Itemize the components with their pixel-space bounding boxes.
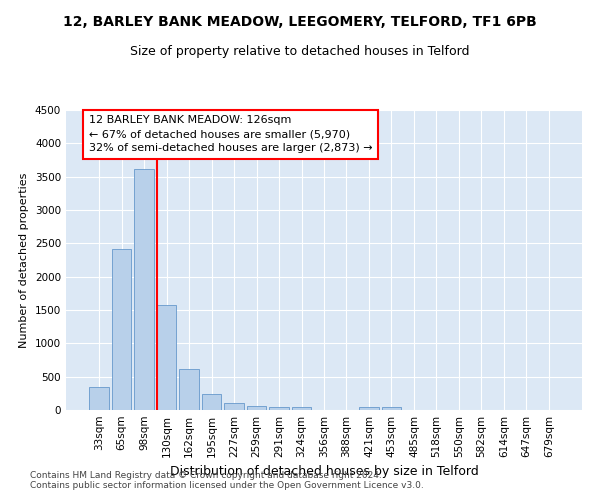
Bar xyxy=(359,406,379,410)
Bar xyxy=(269,406,289,410)
Text: 12, BARLEY BANK MEADOW, LEEGOMERY, TELFORD, TF1 6PB: 12, BARLEY BANK MEADOW, LEEGOMERY, TELFO… xyxy=(63,15,537,29)
Bar xyxy=(224,402,244,410)
Bar xyxy=(247,406,266,410)
Bar xyxy=(134,168,154,410)
Bar xyxy=(292,406,311,410)
Bar xyxy=(157,304,176,410)
Text: 12 BARLEY BANK MEADOW: 126sqm
← 67% of detached houses are smaller (5,970)
32% o: 12 BARLEY BANK MEADOW: 126sqm ← 67% of d… xyxy=(89,116,373,154)
X-axis label: Distribution of detached houses by size in Telford: Distribution of detached houses by size … xyxy=(170,466,478,478)
Text: Contains HM Land Registry data © Crown copyright and database right 2024.
Contai: Contains HM Land Registry data © Crown c… xyxy=(30,470,424,490)
Bar xyxy=(179,368,199,410)
Bar xyxy=(89,386,109,410)
Bar xyxy=(382,406,401,410)
Bar xyxy=(112,248,131,410)
Bar xyxy=(202,394,221,410)
Text: Size of property relative to detached houses in Telford: Size of property relative to detached ho… xyxy=(130,45,470,58)
Y-axis label: Number of detached properties: Number of detached properties xyxy=(19,172,29,348)
